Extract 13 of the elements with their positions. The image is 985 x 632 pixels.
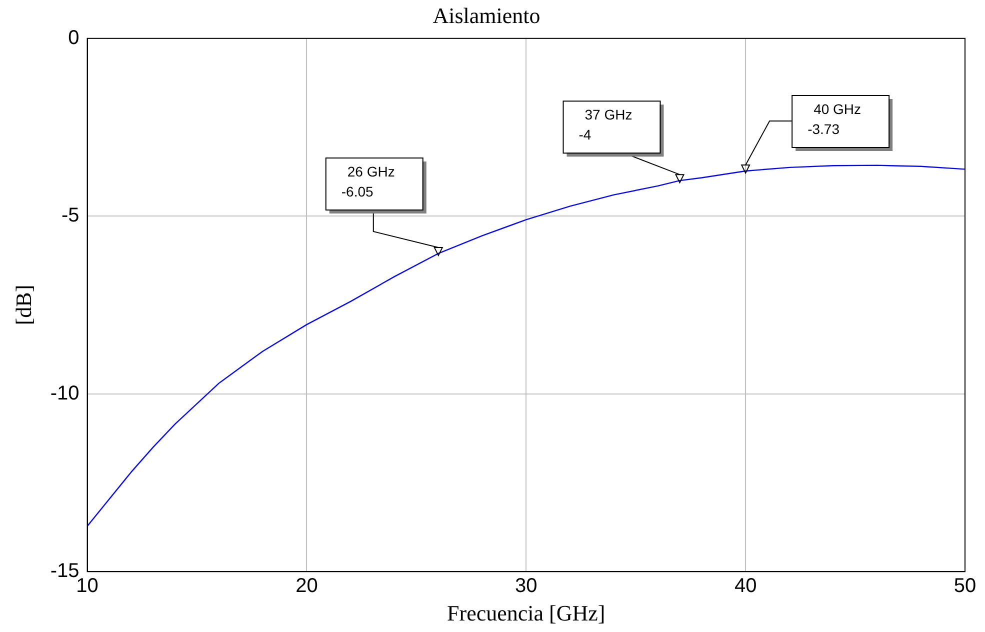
annotation: 37 GHz -4 xyxy=(578,106,632,142)
y-tick-label: -5 xyxy=(62,204,80,227)
chart-title: Aislamiento xyxy=(432,2,540,28)
x-tick-label: 30 xyxy=(515,575,538,598)
x-tick-label: 40 xyxy=(734,575,757,598)
y-axis-title: [dB] xyxy=(10,284,36,326)
annotation: 40 GHz -3.73 xyxy=(808,100,862,137)
annotation: 26 GHz -6.05 xyxy=(341,163,395,200)
x-tick-label: 50 xyxy=(954,575,976,598)
x-tick-label: 20 xyxy=(296,575,318,598)
y-tick-label: 0 xyxy=(68,26,80,49)
y-tick-label: -10 xyxy=(50,382,80,404)
x-axis-title: Frecuencia [GHz] xyxy=(447,600,606,626)
